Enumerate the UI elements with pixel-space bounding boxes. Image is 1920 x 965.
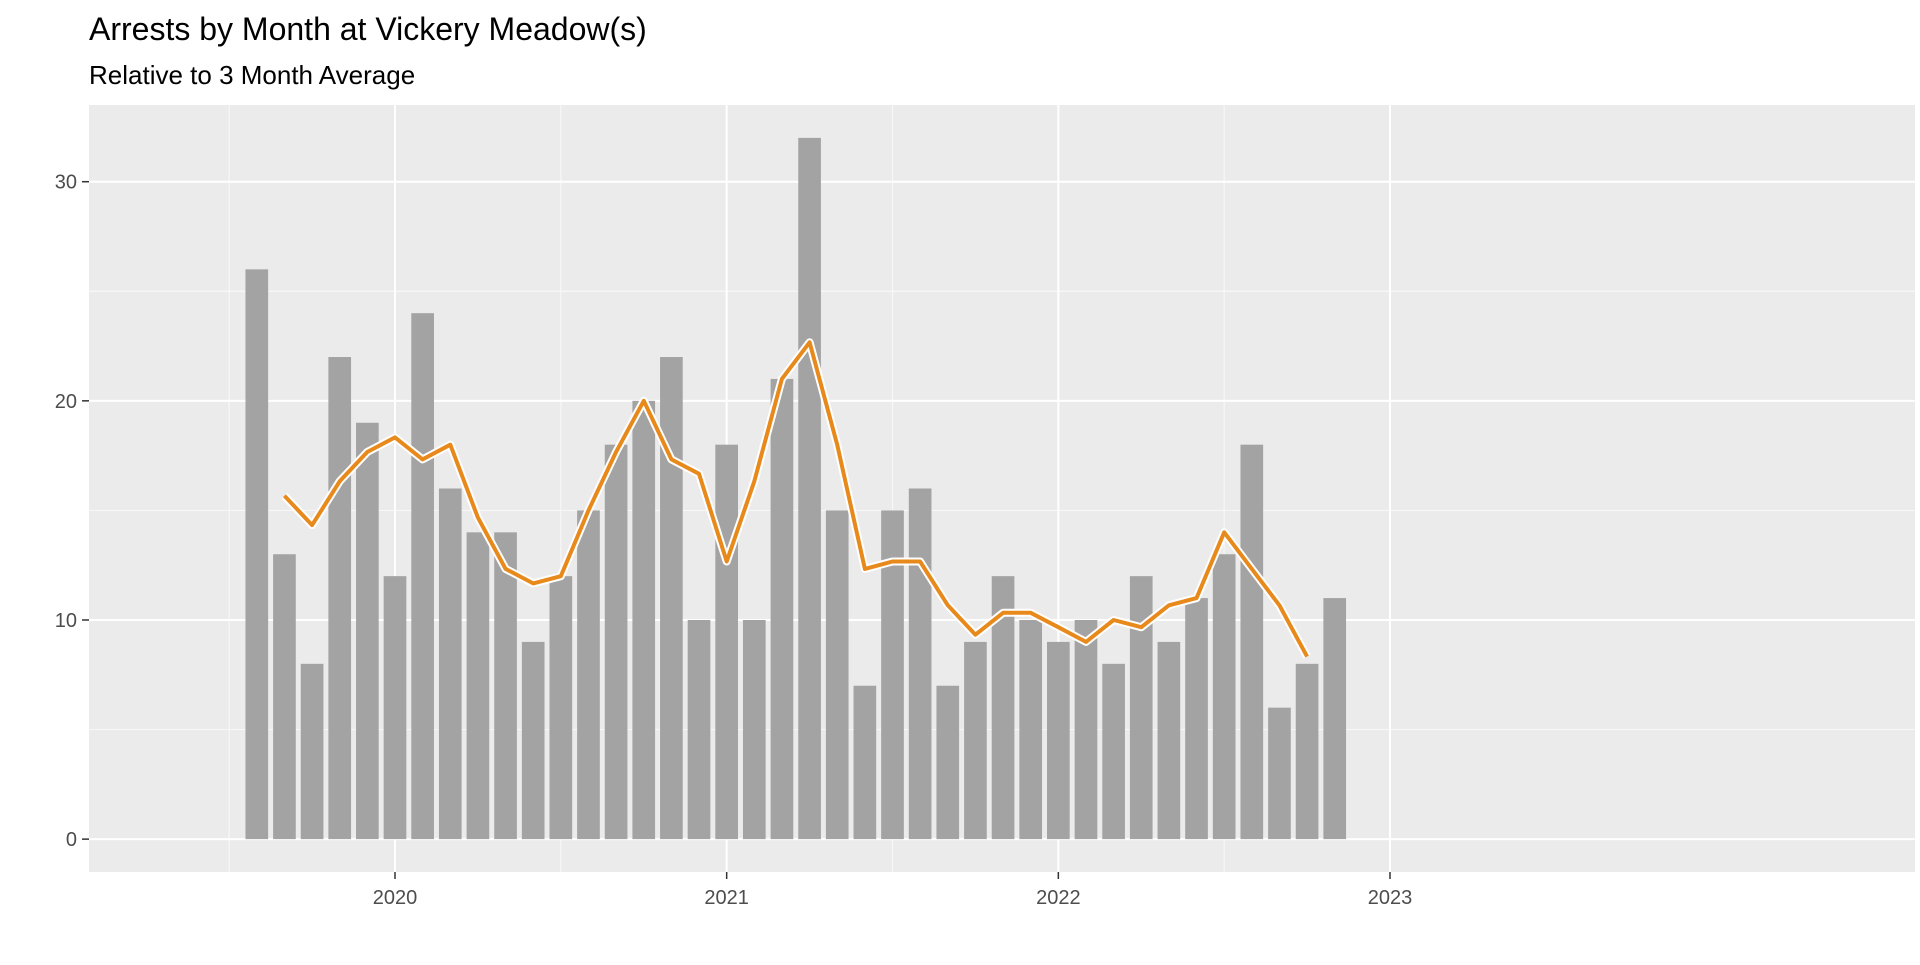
bar — [438, 488, 462, 840]
axes: 0 10 20 30 2020 2021 2022 2023 — [55, 172, 1413, 909]
bar — [936, 685, 960, 840]
bar — [1295, 663, 1319, 840]
bar — [466, 532, 490, 840]
bar — [1019, 619, 1043, 840]
bar — [1323, 598, 1347, 840]
bar — [604, 444, 628, 840]
rolling-average-line — [281, 338, 1311, 659]
y-tick-label: 10 — [55, 610, 77, 632]
y-tick-label: 30 — [55, 172, 77, 194]
bar — [742, 619, 766, 840]
bar — [632, 400, 656, 840]
x-tick-label: 2021 — [704, 887, 749, 909]
bar — [964, 641, 987, 840]
bar — [300, 663, 324, 840]
bar — [273, 554, 296, 840]
bar — [908, 488, 932, 840]
chart-subtitle: Relative to 3 Month Average — [89, 60, 415, 90]
bar — [687, 619, 711, 840]
bar — [1102, 663, 1125, 840]
bar — [1129, 576, 1153, 840]
chart-title: Arrests by Month at Vickery Meadow(s) — [89, 11, 647, 47]
y-tick-label: 20 — [55, 391, 77, 413]
bar — [991, 576, 1015, 840]
bar — [1240, 444, 1264, 840]
bar — [1268, 707, 1291, 840]
bar — [411, 313, 434, 840]
x-tick-label: 2023 — [1368, 887, 1413, 909]
bar — [356, 422, 379, 840]
bar — [1074, 619, 1098, 840]
bar — [494, 532, 517, 840]
bar — [715, 444, 738, 840]
line-series — [282, 340, 1309, 658]
bar — [245, 269, 269, 840]
bar — [328, 357, 352, 840]
bar — [853, 685, 877, 840]
bar — [825, 510, 849, 840]
bar — [798, 137, 821, 840]
bar — [521, 641, 545, 840]
bar — [1185, 598, 1208, 840]
bar — [577, 510, 600, 840]
bar — [881, 510, 904, 840]
x-tick-label: 2022 — [1036, 887, 1081, 909]
bar — [1047, 641, 1070, 840]
y-tick-label: 0 — [66, 829, 77, 851]
bar — [1157, 641, 1181, 840]
bar — [1212, 554, 1236, 840]
bar — [660, 357, 683, 840]
bar — [383, 576, 407, 840]
bar — [549, 576, 573, 840]
x-tick-label: 2020 — [373, 887, 418, 909]
bar — [770, 378, 794, 840]
